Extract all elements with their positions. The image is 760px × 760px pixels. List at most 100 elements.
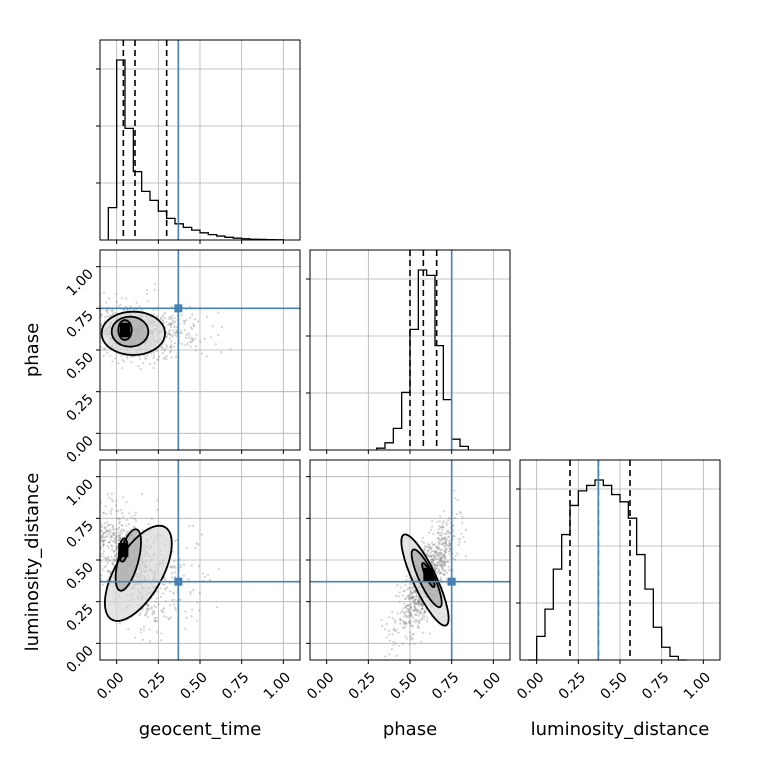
sample-point [142, 362, 145, 365]
sample-point [153, 288, 156, 291]
sample-point [461, 521, 464, 525]
y-tick-label: 0.75 [63, 308, 96, 341]
sample-point [146, 607, 149, 610]
sample-point [405, 578, 408, 582]
sample-point [196, 320, 200, 323]
sample-point [217, 311, 220, 314]
sample-point [159, 317, 162, 321]
sample-point [444, 539, 447, 542]
sample-point [106, 315, 109, 318]
sample-point [157, 603, 160, 606]
sample-point [442, 520, 445, 523]
sample-point [105, 560, 108, 563]
sample-point [417, 614, 420, 617]
sample-point [183, 320, 186, 324]
sample-point [155, 616, 158, 620]
sample-point [89, 495, 91, 497]
sample-point [145, 608, 148, 611]
sample-point [90, 303, 92, 305]
sample-point [142, 629, 146, 632]
sample-point [418, 622, 421, 625]
sample-point [164, 347, 167, 351]
sample-point [443, 562, 446, 565]
sample-point [410, 638, 413, 641]
sample-point [440, 561, 444, 564]
sample-point [101, 552, 104, 555]
sample-point [111, 312, 114, 316]
sample-point [457, 543, 460, 547]
sample-point [411, 592, 414, 595]
sample-point [147, 607, 150, 610]
sample-point [441, 521, 444, 525]
sample-point [108, 531, 111, 534]
sample-point [111, 531, 114, 534]
sample-point [138, 305, 141, 308]
sample-point [191, 524, 194, 528]
sample-point [116, 545, 119, 548]
y-axis-label-luminosity-distance: luminosity_distance [22, 473, 43, 652]
sample-point [413, 602, 416, 605]
sample-point [408, 613, 411, 616]
sample-point [103, 526, 106, 529]
sample-point [439, 565, 443, 568]
sample-point [436, 531, 439, 534]
sample-point [418, 602, 421, 605]
sample-point [144, 613, 148, 616]
x-tick-label: 0.75 [639, 670, 672, 703]
sample-point [404, 597, 407, 600]
sample-point [118, 518, 121, 521]
sample-point [179, 329, 182, 332]
sample-point [211, 325, 214, 328]
sample-point [409, 612, 412, 615]
sample-point [433, 542, 436, 546]
sample-point [432, 554, 436, 557]
sample-point [118, 538, 121, 541]
sample-point [75, 556, 77, 558]
sample-point [161, 582, 165, 586]
sample-point [437, 536, 440, 539]
sample-point [154, 619, 157, 622]
sample-point [440, 532, 443, 535]
sample-point [409, 619, 412, 622]
sample-point [416, 609, 419, 612]
sample-point [118, 533, 121, 536]
sample-point [429, 555, 432, 558]
contour-line [400, 533, 450, 627]
sample-point [439, 553, 442, 556]
sample-point [104, 556, 107, 560]
sample-point [173, 325, 176, 328]
sample-point [421, 604, 424, 607]
sample-point [429, 546, 432, 549]
sample-point [459, 512, 463, 515]
sample-point [100, 578, 103, 581]
sample-point [170, 345, 173, 348]
sample-point [106, 557, 110, 560]
sample-point [104, 557, 107, 560]
sample-point [434, 557, 437, 560]
sample-point [430, 546, 433, 549]
sample-point [205, 355, 208, 358]
sample-point [106, 529, 109, 533]
sample-point [404, 622, 408, 625]
sample-point [406, 595, 409, 598]
sample-point [116, 516, 119, 520]
sample-point [448, 539, 451, 542]
y-tick-label: 0.25 [63, 391, 96, 424]
sample-point [145, 289, 148, 292]
sample-point [409, 590, 412, 593]
sample-point [432, 557, 436, 560]
sample-point [174, 566, 177, 569]
contour-line [100, 310, 166, 356]
sample-point [442, 555, 445, 559]
sample-point [437, 553, 440, 557]
sample-point [115, 300, 118, 303]
sample-point [140, 309, 143, 312]
sample-point [162, 357, 165, 360]
sample-point [440, 556, 443, 559]
truth-marker [174, 304, 183, 313]
sample-point [444, 556, 447, 559]
sample-point [408, 620, 411, 623]
sample-point [154, 600, 158, 603]
sample-point [425, 553, 428, 556]
sample-point [110, 309, 113, 312]
